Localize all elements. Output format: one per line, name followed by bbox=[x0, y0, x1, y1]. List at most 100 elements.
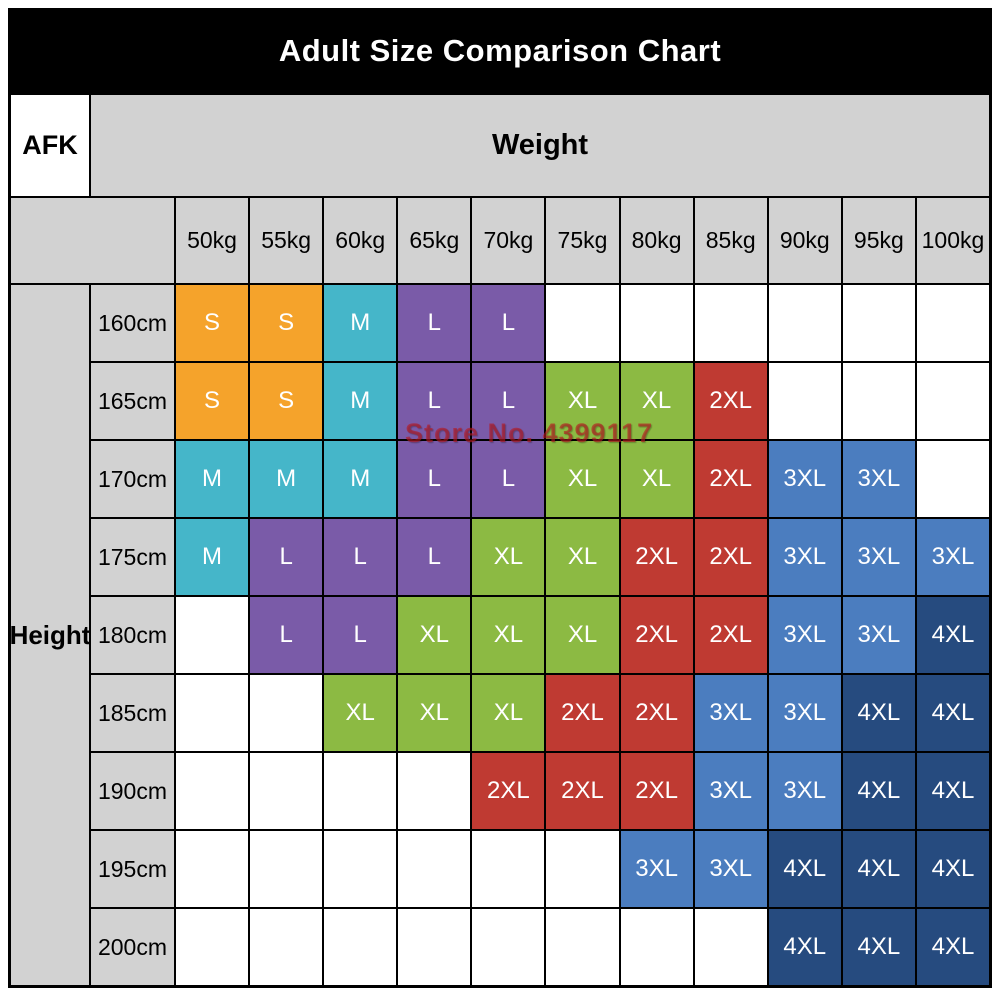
height-header: Height bbox=[10, 284, 90, 986]
size-cell: 4XL bbox=[767, 908, 842, 986]
height-label: 200cm bbox=[90, 908, 175, 986]
size-cell: 2XL bbox=[471, 752, 546, 830]
empty-cell bbox=[767, 362, 842, 440]
weight-label: 90kg bbox=[767, 197, 842, 284]
size-cell: XL bbox=[619, 440, 694, 518]
empty-cell bbox=[323, 830, 398, 908]
size-cell: 3XL bbox=[915, 518, 990, 596]
size-cell: S bbox=[175, 284, 250, 362]
empty-cell bbox=[175, 752, 250, 830]
weight-label: 95kg bbox=[841, 197, 916, 284]
size-cell: 4XL bbox=[915, 596, 990, 674]
size-cell: 2XL bbox=[619, 752, 694, 830]
height-label: 175cm bbox=[90, 518, 175, 596]
weight-label: 80kg bbox=[619, 197, 694, 284]
size-cell: 3XL bbox=[767, 518, 842, 596]
size-cell: 4XL bbox=[915, 908, 990, 986]
empty-cell bbox=[249, 674, 324, 752]
size-cell: S bbox=[249, 362, 324, 440]
empty-cell bbox=[323, 908, 398, 986]
size-cell: XL bbox=[545, 362, 620, 440]
size-cell: 3XL bbox=[841, 596, 916, 674]
size-cell: XL bbox=[545, 440, 620, 518]
empty-cell bbox=[175, 674, 250, 752]
empty-cell bbox=[545, 830, 620, 908]
size-cell: XL bbox=[545, 596, 620, 674]
empty-cell bbox=[397, 752, 472, 830]
empty-cell bbox=[249, 752, 324, 830]
size-cell: 2XL bbox=[693, 596, 768, 674]
size-cell: 2XL bbox=[619, 674, 694, 752]
weight-label: 50kg bbox=[175, 197, 250, 284]
height-label: 190cm bbox=[90, 752, 175, 830]
size-cell: 4XL bbox=[915, 830, 990, 908]
size-cell: 3XL bbox=[693, 830, 768, 908]
size-cell: 4XL bbox=[915, 752, 990, 830]
size-cell: 3XL bbox=[619, 830, 694, 908]
empty-cell bbox=[397, 908, 472, 986]
size-cell: L bbox=[323, 518, 398, 596]
size-cell: 3XL bbox=[767, 596, 842, 674]
empty-cell bbox=[175, 830, 250, 908]
size-cell: 4XL bbox=[915, 674, 990, 752]
empty-cell bbox=[249, 830, 324, 908]
size-cell: 3XL bbox=[841, 440, 916, 518]
size-cell: XL bbox=[471, 596, 546, 674]
empty-cell bbox=[841, 284, 916, 362]
blank-corner-cell bbox=[10, 197, 175, 284]
weight-label: 65kg bbox=[397, 197, 472, 284]
size-cell: 3XL bbox=[767, 752, 842, 830]
size-cell: M bbox=[323, 362, 398, 440]
empty-cell bbox=[915, 440, 990, 518]
empty-cell bbox=[619, 908, 694, 986]
size-cell: XL bbox=[397, 674, 472, 752]
empty-cell bbox=[397, 830, 472, 908]
weight-label: 75kg bbox=[545, 197, 620, 284]
weight-label: 85kg bbox=[693, 197, 768, 284]
size-cell: 3XL bbox=[841, 518, 916, 596]
weight-header: Weight bbox=[90, 94, 990, 197]
empty-cell bbox=[545, 284, 620, 362]
empty-cell bbox=[471, 830, 546, 908]
empty-cell bbox=[693, 284, 768, 362]
size-cell: L bbox=[471, 284, 546, 362]
weight-label: 70kg bbox=[471, 197, 546, 284]
size-cell: XL bbox=[545, 518, 620, 596]
size-cell: 2XL bbox=[619, 596, 694, 674]
empty-cell bbox=[915, 284, 990, 362]
size-cell: L bbox=[397, 284, 472, 362]
empty-cell bbox=[545, 908, 620, 986]
size-cell: 2XL bbox=[693, 440, 768, 518]
size-cell: XL bbox=[619, 362, 694, 440]
size-cell: 3XL bbox=[693, 752, 768, 830]
size-cell: L bbox=[249, 518, 324, 596]
size-cell: L bbox=[471, 440, 546, 518]
size-cell: M bbox=[323, 440, 398, 518]
weight-label: 55kg bbox=[249, 197, 324, 284]
height-label: 165cm bbox=[90, 362, 175, 440]
size-cell: L bbox=[397, 362, 472, 440]
size-cell: 3XL bbox=[693, 674, 768, 752]
size-cell: 4XL bbox=[841, 830, 916, 908]
height-label: 195cm bbox=[90, 830, 175, 908]
size-cell: 2XL bbox=[545, 752, 620, 830]
height-label: 185cm bbox=[90, 674, 175, 752]
size-cell: XL bbox=[471, 518, 546, 596]
empty-cell bbox=[619, 284, 694, 362]
size-cell: L bbox=[471, 362, 546, 440]
empty-cell bbox=[175, 908, 250, 986]
empty-cell bbox=[841, 362, 916, 440]
size-cell: 4XL bbox=[767, 830, 842, 908]
weight-label: 60kg bbox=[323, 197, 398, 284]
size-cell: S bbox=[249, 284, 324, 362]
corner-label-afk: AFK bbox=[10, 94, 90, 197]
empty-cell bbox=[767, 284, 842, 362]
size-cell: M bbox=[175, 518, 250, 596]
chart-title-bar: Adult Size Comparison Chart bbox=[8, 8, 992, 94]
empty-cell bbox=[323, 752, 398, 830]
size-cell: XL bbox=[471, 674, 546, 752]
size-cell: L bbox=[323, 596, 398, 674]
size-cell: 2XL bbox=[693, 518, 768, 596]
size-cell: 3XL bbox=[767, 440, 842, 518]
empty-cell bbox=[915, 362, 990, 440]
